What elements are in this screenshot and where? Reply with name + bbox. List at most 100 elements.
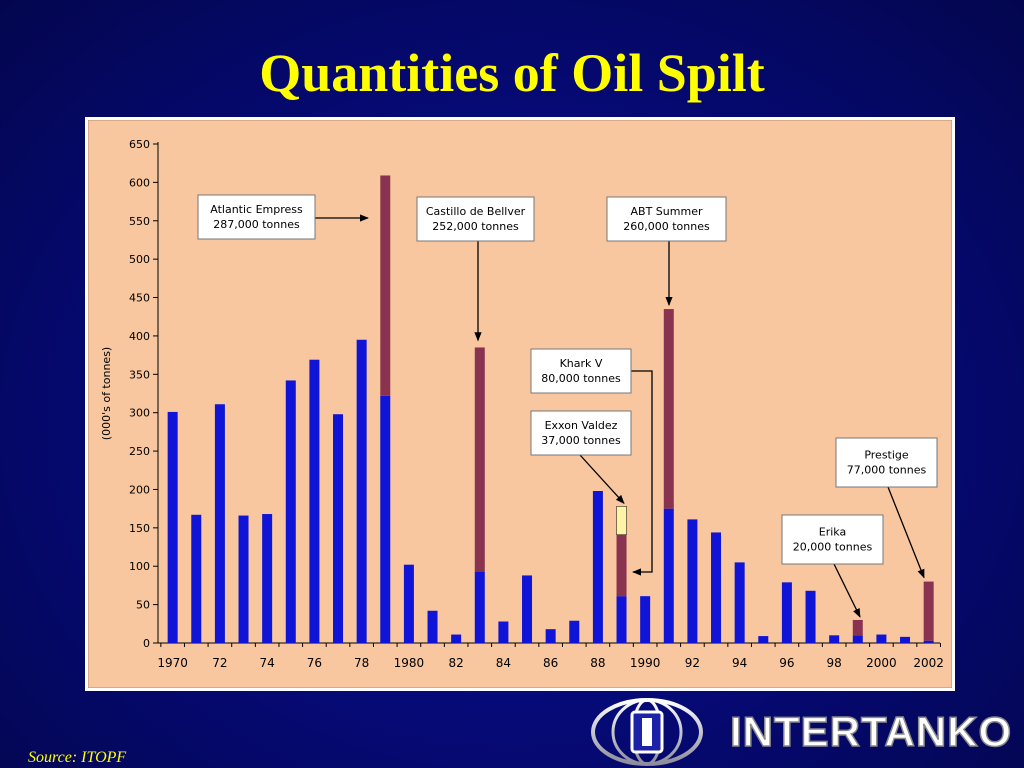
bar-primary [191,514,202,643]
bar-primary [214,404,225,643]
annotation-text: 37,000 tonnes [541,434,621,447]
bar-highlight [616,534,627,597]
bar-primary [663,508,674,643]
x-tick-label: 78 [354,656,369,670]
bar-highlight [663,309,674,509]
source-note: Source: ITOPF [28,749,127,766]
bar-primary [309,359,320,643]
annotation-text: 20,000 tonnes [793,541,873,554]
x-tick-label: 82 [449,656,464,670]
x-tick-label: 92 [685,656,700,670]
slide-title: Quantities of Oil Spilt [259,43,765,103]
intertanko-globe-icon [591,698,703,766]
x-tick-label: 98 [827,656,842,670]
oil-spill-chart: 0 50 100 150 200 250 300 350 400 450 500 550 600 650 (… [88,120,952,688]
annotation-arrow [887,486,925,579]
bar-primary [427,610,438,643]
bar-primary [616,596,627,643]
bar-primary [380,395,391,643]
annotation-text: ABT Summer [631,205,703,218]
x-tick-label: 96 [779,656,794,670]
bar-primary [569,620,580,643]
annotation-arrow [579,454,625,505]
y-tick-label: 200 [129,483,150,496]
bar-primary [829,635,840,643]
x-tick-label: 76 [307,656,322,670]
x-tick-label: 72 [212,656,227,670]
annotation-box [606,196,727,242]
annotation-text: 77,000 tonnes [847,464,927,477]
bar-primary [238,515,249,643]
y-tick-label: 400 [129,330,150,343]
annotation-box [416,196,535,242]
annotation-box [197,194,316,240]
y-tick-label: 100 [129,560,150,573]
bar-primary [876,634,887,643]
annotation-text: Erika [819,526,846,539]
x-tick-label: 86 [543,656,558,670]
x-tick-label: 94 [732,656,747,670]
y-tick-label: 50 [136,599,150,612]
y-tick-label: 450 [129,292,150,305]
bar-primary [711,532,722,643]
annotation-box [530,348,632,394]
annotation-arrow [631,370,653,576]
y-tick-label: 0 [143,637,150,650]
bar-exxon [616,506,627,536]
bar-primary [167,411,178,643]
bar-primary [474,571,485,643]
bar-primary [687,519,698,643]
bar-primary [356,339,367,643]
bar-primary [545,629,556,643]
annotation-box [530,410,632,456]
annotation-text: 260,000 tonnes [623,220,710,233]
intertanko-wordmark: INTERTANKO [729,707,1013,756]
x-tick-label: 1990 [630,656,661,670]
y-tick-label: 350 [129,368,150,381]
annotation-box [835,437,938,488]
annotation-arrow [833,563,861,618]
x-tick-label: 74 [260,656,275,670]
annotation-text: 287,000 tonnes [213,218,300,231]
bar-primary [923,640,934,643]
annotation-text: Prestige [864,449,909,462]
bar-primary [734,562,745,643]
annotation-box [781,514,884,565]
bar-primary [285,380,296,643]
bar-primary [900,636,911,643]
annotation-text: Atlantic Empress [210,203,303,216]
bar-primary [852,635,863,643]
y-tick-label: 150 [129,522,150,535]
bar-primary [522,575,533,643]
bar-primary [592,490,603,643]
bar-primary [805,590,816,643]
annotation-text: Khark V [560,357,603,370]
y-tick-label: 550 [129,215,150,228]
bar-highlight [380,175,391,396]
bar-primary [781,582,792,643]
bar-highlight [852,619,863,636]
y-tick-label: 600 [129,176,150,189]
x-tick-label: 84 [496,656,511,670]
bar-primary [640,596,651,643]
bar-primary [333,414,344,643]
x-tick-label: 1970 [157,656,188,670]
y-tick-label: 650 [129,138,150,151]
annotation-text: 252,000 tonnes [432,220,519,233]
bar-primary [498,621,509,643]
bar-primary [262,514,273,643]
y-tick-label: 300 [129,407,150,420]
x-tick-label: 1980 [394,656,425,670]
bar-primary [403,564,414,643]
annotation-text: Castillo de Bellver [426,205,526,218]
bar-highlight [474,347,485,572]
y-tick-label: 500 [129,253,150,266]
bar-primary [451,634,462,643]
bar-highlight [923,581,934,641]
x-tick-label: 88 [590,656,605,670]
annotation-text: 80,000 tonnes [541,372,621,385]
x-tick-label: 2000 [866,656,897,670]
y-tick-label: 250 [129,445,150,458]
y-axis-label: (000's of tonnes) [100,347,113,440]
annotation-text: Exxon Valdez [545,419,618,432]
